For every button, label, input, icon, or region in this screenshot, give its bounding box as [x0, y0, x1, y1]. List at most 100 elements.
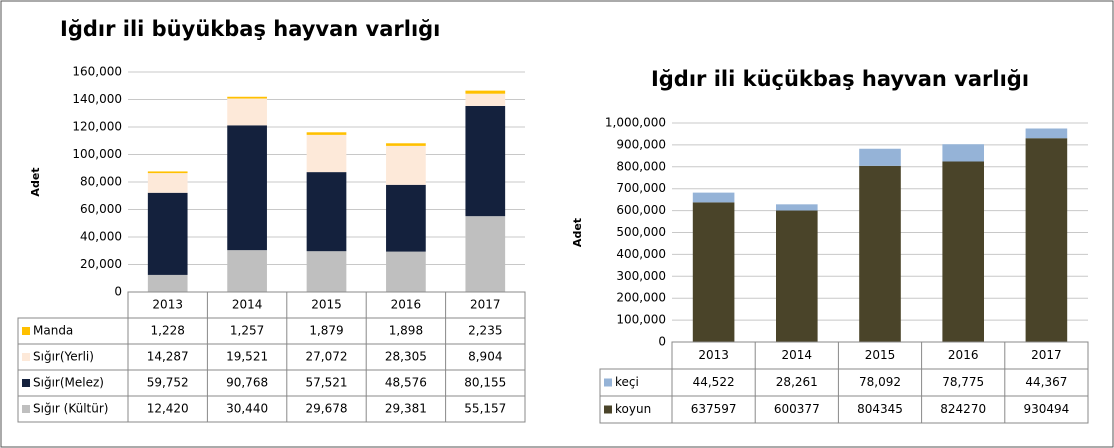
table-value: 48,576	[385, 376, 427, 390]
table-value: 2,235	[468, 324, 502, 338]
bar-segment	[859, 148, 901, 166]
bar-segment	[1025, 128, 1068, 139]
bar-segment	[227, 96, 267, 99]
bar-segment	[306, 172, 347, 252]
bar-segment	[147, 173, 188, 193]
bar-segment	[386, 145, 426, 185]
table-value: 804345	[857, 402, 903, 416]
table-value: 930494	[1023, 402, 1069, 416]
y-tick-label: 20,000	[80, 257, 122, 271]
table-value: 1,228	[151, 324, 185, 338]
bar-segment	[306, 132, 347, 135]
x-tick-label: 2013	[152, 298, 183, 312]
table-value: 44,522	[693, 375, 735, 389]
table-value: 57,521	[306, 376, 348, 390]
bar-segment	[942, 144, 984, 162]
x-tick-label: 2014	[782, 348, 813, 362]
y-tick-label: 0	[658, 335, 666, 349]
bar-segment	[465, 90, 506, 94]
bar-segment	[306, 134, 347, 173]
y-tick-label: 400,000	[616, 247, 666, 261]
y-tick-label: 100,000	[616, 313, 666, 327]
bar-segment	[306, 251, 347, 292]
bar-segment	[465, 93, 506, 106]
table-value: 19,521	[226, 350, 268, 364]
table-value: 90,768	[226, 376, 268, 390]
table-value: 12,420	[147, 402, 189, 416]
y-axis-title: Adet	[571, 218, 584, 247]
y-axis-title: Adet	[29, 167, 42, 196]
bar-segment	[465, 105, 506, 217]
table-value: 1,257	[230, 324, 264, 338]
table-value: 600377	[774, 402, 820, 416]
bar-segment	[776, 204, 818, 211]
bar-segment	[386, 184, 426, 252]
legend-swatch	[22, 405, 30, 413]
legend-label: Sığır (Kültür)	[33, 402, 108, 416]
y-tick-label: 140,000	[72, 92, 122, 106]
legend-label: keçi	[615, 375, 639, 389]
legend-swatch	[22, 379, 30, 387]
y-tick-label: 800,000	[616, 159, 666, 173]
legend-swatch	[22, 353, 30, 361]
table-value: 29,678	[306, 402, 348, 416]
bar-segment	[776, 210, 818, 342]
bar-segment	[465, 216, 506, 292]
table-value: 55,157	[464, 402, 506, 416]
y-tick-label: 100,000	[72, 147, 122, 161]
table-value: 14,287	[147, 350, 189, 364]
y-tick-label: 120,000	[72, 120, 122, 134]
x-tick-label: 2013	[698, 348, 729, 362]
x-tick-label: 2014	[232, 298, 263, 312]
table-value: 8,904	[468, 350, 502, 364]
table-value: 78,092	[859, 375, 901, 389]
bar-segment	[227, 250, 267, 292]
x-tick-label: 2015	[311, 298, 342, 312]
bar-segment	[942, 161, 984, 342]
legend-label: Sığır(Melez)	[33, 376, 104, 390]
y-tick-label: 900,000	[616, 137, 666, 151]
table-value: 1,879	[309, 324, 343, 338]
x-tick-label: 2016	[391, 298, 422, 312]
x-tick-label: 2016	[948, 348, 979, 362]
table-value: 27,072	[306, 350, 348, 364]
y-tick-label: 1,000,000	[605, 116, 666, 130]
y-tick-label: 600,000	[616, 203, 666, 217]
bar-segment	[147, 171, 188, 174]
table-value: 80,155	[464, 376, 506, 390]
chart-title: Iğdır ili küçükbaş hayvan varlığı	[651, 67, 1029, 91]
x-tick-label: 2017	[1031, 348, 1062, 362]
legend-label: Sığır(Yerli)	[33, 350, 94, 364]
y-tick-label: 0	[114, 285, 122, 299]
table-value: 637597	[691, 402, 737, 416]
table-value: 28,261	[776, 375, 818, 389]
table-value: 824270	[940, 402, 986, 416]
x-tick-label: 2017	[470, 298, 501, 312]
y-tick-label: 60,000	[80, 202, 122, 216]
legend-label: Manda	[33, 324, 73, 338]
bar-segment	[859, 165, 901, 342]
legend-swatch	[604, 405, 612, 414]
y-tick-label: 500,000	[616, 225, 666, 239]
chart-title: Iğdır ili büyükbaş hayvan varlığı	[60, 17, 440, 41]
legend-label: koyun	[615, 402, 651, 416]
y-tick-label: 200,000	[616, 291, 666, 305]
legend-swatch	[22, 327, 30, 335]
x-tick-label: 2015	[865, 348, 896, 362]
bar-segment	[1025, 138, 1068, 342]
bar-segment	[147, 192, 188, 275]
bar-segment	[227, 125, 267, 251]
y-tick-label: 160,000	[72, 65, 122, 79]
table-value: 59,752	[147, 376, 189, 390]
bar-segment	[386, 251, 426, 292]
y-tick-label: 700,000	[616, 181, 666, 195]
table-value: 29,381	[385, 402, 427, 416]
table-value: 44,367	[1025, 375, 1067, 389]
bar-segment	[227, 98, 267, 126]
table-value: 1,898	[389, 324, 423, 338]
bar-segment	[386, 143, 426, 146]
table-value: 30,440	[226, 402, 268, 416]
table-value: 28,305	[385, 350, 427, 364]
y-tick-label: 300,000	[616, 269, 666, 283]
